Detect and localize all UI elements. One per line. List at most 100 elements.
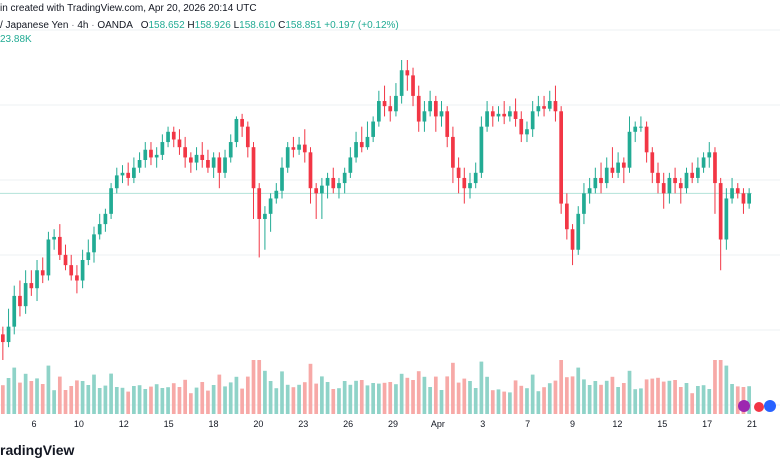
candle-body [160, 142, 165, 155]
candle-body [730, 188, 734, 199]
volume-bar [490, 390, 495, 414]
x-tick-label: 15 [657, 419, 667, 429]
flag-us-icon[interactable] [764, 400, 776, 412]
volume-bar [325, 382, 330, 414]
candle-body [126, 172, 131, 178]
volume-bar [314, 383, 319, 414]
tradingview-logo[interactable]: radingView [0, 442, 74, 458]
timeframe: 4h [77, 20, 89, 31]
volume-bar [502, 391, 507, 414]
volume-bar [274, 388, 279, 414]
open-value: 158.652 [148, 20, 185, 31]
volume-legend[interactable]: 23.88K [0, 34, 32, 45]
volume-bar [525, 388, 529, 414]
candle-body [29, 283, 34, 289]
candle-body [399, 70, 404, 96]
candle-body [621, 162, 626, 168]
flash-icon[interactable] [738, 400, 750, 412]
x-tick-label: 29 [388, 419, 398, 429]
volume-bar [308, 363, 313, 414]
candle-body [75, 275, 79, 281]
candle-body [433, 101, 438, 117]
volume-bar [120, 387, 125, 414]
x-axis: 6 10 12 15 18 20 23 26 29 Apr 3 7 9 12 15 17 21 [31, 419, 757, 429]
candle-body [690, 172, 695, 178]
candle-body [610, 167, 615, 173]
volume-bar [582, 379, 586, 414]
volume-bar [445, 376, 450, 414]
volume-bar [644, 379, 649, 414]
volume-bar [718, 360, 723, 414]
candle-body [200, 154, 205, 160]
x-tick-label: 21 [747, 419, 757, 429]
candle-body [52, 236, 56, 240]
volume-bar [342, 381, 347, 414]
volume-bar [18, 382, 22, 414]
x-tick-label: 12 [612, 419, 622, 429]
candle-body [166, 131, 170, 143]
volume-bar [456, 382, 461, 414]
candle-body [422, 111, 427, 122]
candle-body [12, 295, 17, 327]
logo-text: radingView [0, 442, 75, 458]
candle-body [103, 213, 108, 225]
candle-body [23, 283, 28, 307]
candle-body [268, 198, 273, 214]
candle-body [376, 101, 381, 122]
volume-bar [673, 380, 677, 414]
separator: · [91, 20, 95, 31]
candle-body [724, 198, 729, 240]
candle-body [223, 157, 227, 173]
candle-body [405, 70, 410, 76]
volume-bar [388, 382, 393, 414]
change-value: +0.197 (+0.12%) [324, 20, 399, 31]
volume-bar [46, 365, 51, 414]
volume-bar [713, 360, 717, 414]
candle-body [451, 136, 455, 168]
volume-bar [405, 377, 410, 414]
volume-bar [69, 386, 74, 414]
candle-body [678, 183, 683, 189]
symbol-legend[interactable]: / Japanese Yen · 4h · OANDA O158.652 H15… [0, 20, 399, 31]
symbol-name: / Japanese Yen [0, 20, 69, 31]
candle-body [456, 167, 461, 178]
x-tick-label: 12 [119, 419, 129, 429]
volume-bar [297, 384, 301, 414]
volume-bar [240, 388, 244, 414]
volume-bar [12, 367, 17, 414]
candle-body [354, 142, 358, 158]
volume-bar [496, 389, 501, 414]
candle-body [120, 172, 125, 176]
candle-body [342, 172, 347, 184]
candle-body [69, 265, 74, 276]
candle-body [302, 144, 307, 153]
candle-body [137, 160, 142, 168]
volume-bar [234, 376, 239, 414]
volume-bar [593, 381, 598, 414]
volume-bar [479, 361, 484, 414]
candle-body [217, 157, 222, 173]
candle-body [234, 118, 239, 143]
volume-bar [485, 376, 489, 414]
volume-bar [154, 384, 159, 414]
candle-body [513, 111, 518, 119]
volume-bar [149, 386, 153, 414]
candle-body [525, 129, 529, 135]
volume-bar [63, 390, 68, 414]
candle-body [320, 185, 324, 194]
x-tick-label: 7 [525, 419, 530, 429]
volume-bar [52, 390, 56, 414]
candle-body [348, 157, 353, 173]
candle-body [428, 101, 432, 112]
volume-bar [394, 384, 398, 414]
candle-body [667, 177, 672, 194]
candle-body [177, 139, 182, 148]
candle-body [490, 111, 495, 117]
candle-body [245, 126, 250, 148]
candle-body [314, 188, 319, 194]
candle-body [257, 188, 262, 219]
volume-bar [627, 370, 632, 414]
candle-body [735, 188, 740, 194]
